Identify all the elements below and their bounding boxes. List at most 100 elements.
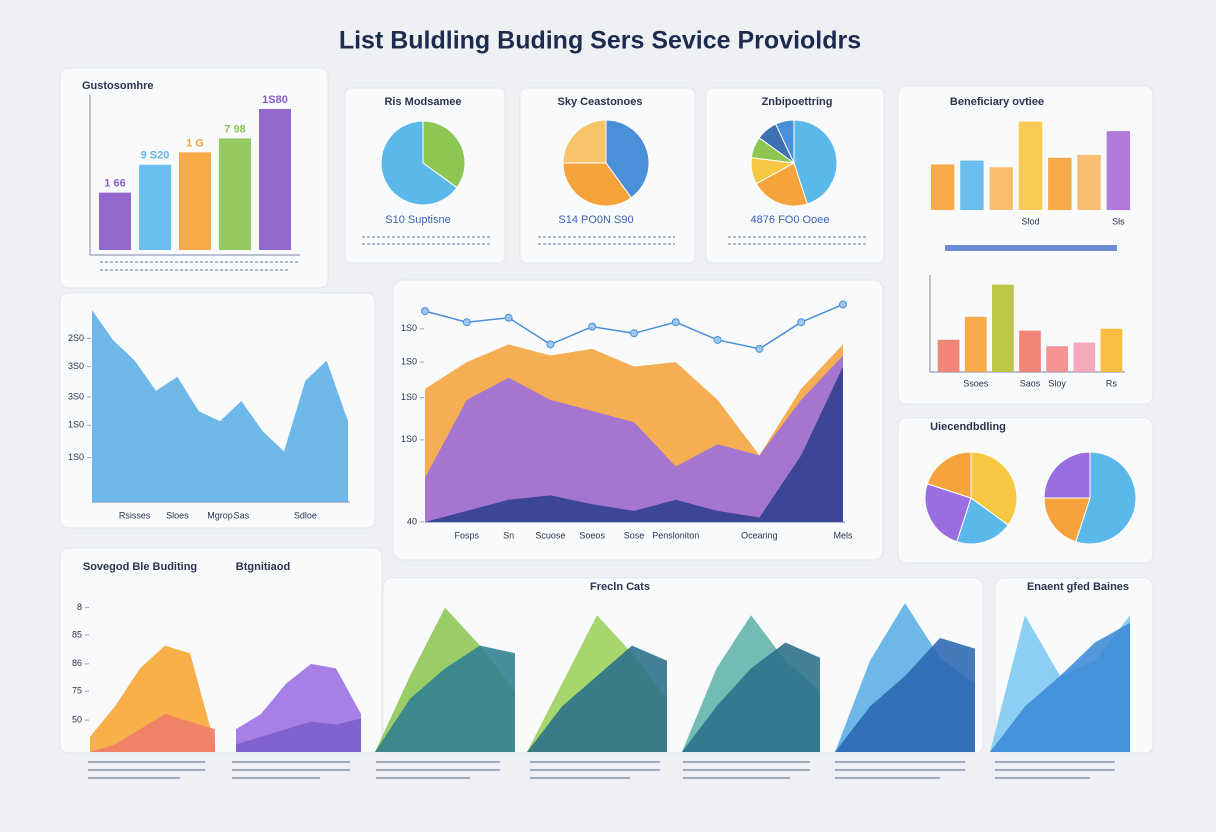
chart-title: Uiecendbdling <box>930 421 1006 433</box>
x-tick-label: Sloes <box>166 510 189 520</box>
x-tick-label: Saos <box>1020 378 1041 388</box>
line-marker <box>504 313 513 322</box>
value-annotation: 7 98 <box>224 123 245 135</box>
pie-caption: S14 PO0N S90 <box>558 214 633 226</box>
area <box>527 645 667 752</box>
bar <box>1073 342 1096 372</box>
pie-slice <box>380 120 458 206</box>
x-tick-label: Sls <box>1112 216 1125 226</box>
y-tick-label: 1S0 <box>401 392 417 402</box>
x-tick-label: Sdloe <box>294 510 317 520</box>
line-marker <box>839 300 847 309</box>
pie-slice <box>775 119 795 164</box>
area <box>425 355 843 522</box>
bar <box>1106 131 1131 210</box>
x-tick-label: Fosps <box>455 530 480 540</box>
x-tick-label: Mels <box>833 530 853 540</box>
pie-caption: 4876 FO0 Ooee <box>751 214 830 226</box>
area <box>990 622 1130 752</box>
chart-title: Enaent gfed Baines <box>1027 581 1129 593</box>
line-marker <box>755 344 764 353</box>
pie-slice <box>793 119 838 205</box>
pie-slice <box>1043 497 1091 543</box>
chart-title: Sky Ceastonoes <box>558 96 643 108</box>
x-tick-label: Sose <box>624 530 645 540</box>
x-tick-label: Soeos <box>579 530 605 540</box>
x-tick-label: Mgrop <box>207 510 233 520</box>
chart-title: Frecln Cats <box>590 581 650 593</box>
bar <box>992 284 1014 372</box>
bar <box>1046 346 1068 372</box>
pie-slice <box>926 451 972 499</box>
pie-slice <box>605 119 650 199</box>
pie-slice <box>422 120 466 189</box>
y-tick-label: 86 <box>72 658 82 668</box>
bar <box>259 108 291 250</box>
x-tick-label: Scuose <box>535 530 565 540</box>
x-tick-label: Slod <box>1021 216 1039 226</box>
pie-slice <box>970 451 1018 526</box>
bar <box>99 192 131 250</box>
bar <box>937 339 960 372</box>
y-tick-label: 85 <box>72 629 82 639</box>
bar <box>989 167 1013 210</box>
bar <box>1018 121 1043 210</box>
chart-title: Ris Modsamee <box>384 96 461 108</box>
bar <box>179 152 211 250</box>
bar <box>1077 154 1101 210</box>
y-tick-label: 1S0 <box>401 357 417 367</box>
pie-slice <box>1043 451 1091 499</box>
area <box>90 714 215 752</box>
x-tick-label: Ocearing <box>741 530 778 540</box>
color-strip <box>945 245 1117 251</box>
y-tick-label: 3S0 <box>68 361 84 371</box>
y-tick-label: 2S0 <box>68 333 84 343</box>
chart-title: Beneficiary ovtiee <box>950 96 1044 108</box>
pie-slice <box>562 119 607 164</box>
y-tick-label: 1S0 <box>401 323 417 333</box>
area <box>425 366 843 522</box>
pie-caption: S10 Suptisne <box>385 214 450 226</box>
y-tick-label: 1S0 <box>68 420 84 430</box>
y-tick-label: 1S0 <box>68 452 84 462</box>
chart-title: Btgnitiaod <box>236 561 290 573</box>
y-tick-label: 8 <box>77 602 82 612</box>
y-tick-label: 50 <box>72 714 82 724</box>
x-tick-label: Sloy <box>1048 378 1066 388</box>
x-tick-label: Ssoes <box>963 378 989 388</box>
chart-title: Sovegod Ble Buditing <box>83 561 197 573</box>
line-marker <box>797 318 806 327</box>
y-tick-label: 3S0 <box>68 391 84 401</box>
line-marker <box>421 307 429 316</box>
bar <box>964 316 987 372</box>
chart-title: Znbipoettring <box>762 96 833 108</box>
bar <box>960 160 984 210</box>
area <box>92 310 348 502</box>
panel <box>382 577 984 754</box>
pie-slice <box>956 497 1009 545</box>
chart-title: Gustosomhre <box>82 80 154 92</box>
bar <box>1019 330 1041 372</box>
line-marker <box>630 329 638 338</box>
line-marker <box>546 340 555 349</box>
value-annotation: 1 G <box>186 137 204 149</box>
x-tick-label: Pensloniton <box>652 530 699 540</box>
area <box>375 645 515 752</box>
area <box>236 718 361 752</box>
value-annotation: 1 66 <box>104 178 125 190</box>
line-marker <box>588 322 597 331</box>
area <box>682 642 820 752</box>
y-tick-label: 1S0 <box>401 434 417 444</box>
line-marker <box>671 318 680 327</box>
y-tick-label: 75 <box>72 686 82 696</box>
line-marker <box>462 318 471 327</box>
value-annotation: 1S80 <box>262 94 288 106</box>
pie-slice <box>755 162 808 207</box>
pie-slice <box>1075 451 1137 545</box>
bar <box>930 164 955 210</box>
x-tick-label: Rs <box>1106 378 1117 388</box>
x-tick-label: Rsisses <box>119 510 151 520</box>
y-tick-label: 40 <box>407 516 417 526</box>
bar <box>139 164 171 250</box>
